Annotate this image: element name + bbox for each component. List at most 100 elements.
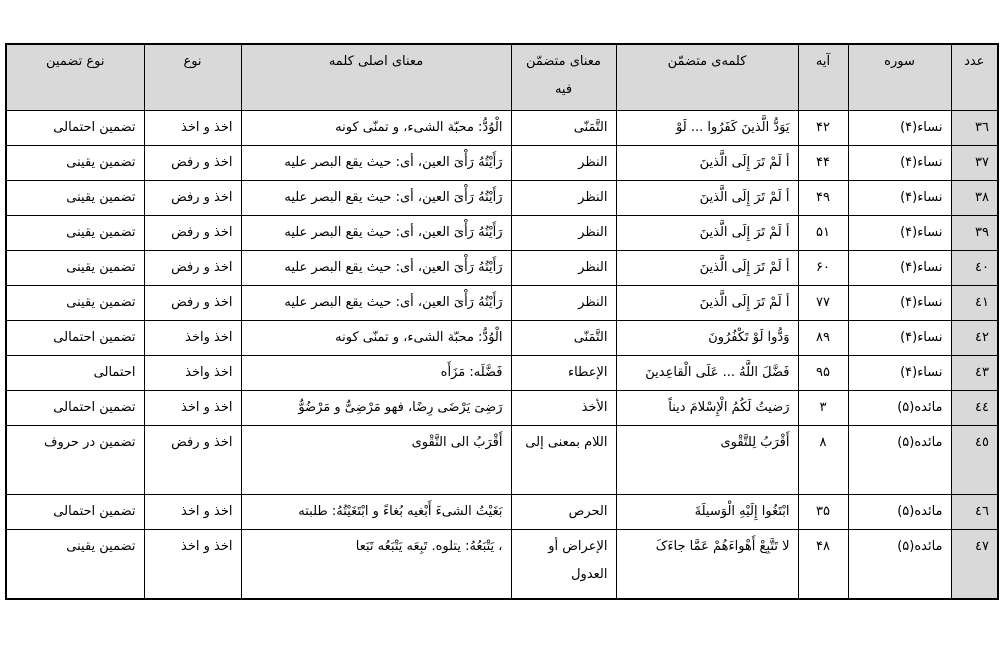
original-meaning-cell: ، یَتْبَعُهُ: یتلوه. تَبِعَه یَتْبَعُه ت… <box>240 529 512 599</box>
table-row: ٤٢ نساء(۴) ۸۹ وَدُّوا لَوْ تَکْفُرُونَ التَّ… <box>5 320 999 356</box>
word-cell: ابْتَغُوا إِلَیْهِ الْوَسیلَةَ <box>615 494 799 530</box>
table-row: ٣٨ نساء(۴) ۴۹ أ لَمْ تَرَ إِلَی الَّذینَ الن… <box>5 180 999 216</box>
original-meaning-cell: فَضَّلَه: مَزَأَه <box>240 355 512 391</box>
kind-cell: اخذ و اخذ <box>143 494 242 530</box>
original-meaning-cell: رَأَیْتُهُ رَأْیَ العین، أی: حیث یقع الب… <box>240 250 512 286</box>
number-cell: ٤٢ <box>950 320 999 356</box>
type-cell: تضمین در حروف <box>5 425 145 495</box>
header-row: عدد سوره آیه کلمه‌ی متضمّن معنای متضمّن … <box>5 43 999 111</box>
table-row: ٤٥ مائده(۵) ۸ أَقْرَبُ لِلتَّقْوی اللام بمعن… <box>5 425 999 495</box>
table-row: ٤٧ مائده(۵) ۴۸ لا تَتَّبِعْ أَهْواءَهُمْ عَ… <box>5 529 999 599</box>
ayah-cell: ۴۹ <box>797 180 849 216</box>
number-cell: ٤٣ <box>950 355 999 391</box>
type-cell: تضمین یقینی <box>5 250 145 286</box>
word-cell: أ لَمْ تَرَ إِلَی الَّذینَ <box>615 285 799 321</box>
number-cell: ٣٦ <box>950 110 999 146</box>
surah-cell: نساء(۴) <box>847 215 952 251</box>
word-cell: أَقْرَبُ لِلتَّقْوی <box>615 425 799 495</box>
original-meaning-cell: الْوُدُّ: محبّة الشیء، و تمنّی کونه <box>240 110 512 146</box>
header-type: نوع تضمین <box>5 43 145 111</box>
original-meaning-cell: رَأَیْتُهُ رَأْیَ العین، أی: حیث یقع الب… <box>240 285 512 321</box>
ayah-cell: ۷۷ <box>797 285 849 321</box>
table-row: ٤٣ نساء(۴) ۹۵ فَضَّلَ اللَّهُ ... عَلَی الْ… <box>5 355 999 391</box>
kind-cell: اخذ و اخذ <box>143 529 242 599</box>
meaning-in-cell: الإعراض أو العدول <box>510 529 617 599</box>
type-cell: تضمین یقینی <box>5 180 145 216</box>
header-original-meaning: معنای اصلی کلمه <box>240 43 512 111</box>
original-meaning-cell: أَقْرَبُ الی التَّقْوی <box>240 425 512 495</box>
ayah-cell: ۳۵ <box>797 494 849 530</box>
meaning-in-cell: اللام بمعنی إلی <box>510 425 617 495</box>
meaning-in-cell: التَّمَنّی <box>510 320 617 356</box>
word-cell: أ لَمْ تَرَ إِلَی الَّذینَ <box>615 145 799 181</box>
kind-cell: اخذ و رفض <box>143 425 242 495</box>
surah-cell: نساء(۴) <box>847 250 952 286</box>
original-meaning-cell: رَأَیْتُهُ رَأْیَ العین، أی: حیث یقع الب… <box>240 215 512 251</box>
header-ayah: آیه <box>797 43 849 111</box>
meaning-in-cell: النظر <box>510 180 617 216</box>
header-surah: سوره <box>847 43 952 111</box>
original-meaning-cell: بَغَیْتُ الشیءَ أَبْغیه بُغاءً و ابْتَغَ… <box>240 494 512 530</box>
type-cell: تضمین یقینی <box>5 145 145 181</box>
word-cell: وَدُّوا لَوْ تَکْفُرُونَ <box>615 320 799 356</box>
ayah-cell: ۴۸ <box>797 529 849 599</box>
table-row: ٤٠ نساء(۴) ۶۰ أ لَمْ تَرَ إِلَی الَّذینَ الن… <box>5 250 999 286</box>
meaning-in-cell: النظر <box>510 250 617 286</box>
meaning-in-cell: النظر <box>510 215 617 251</box>
meaning-in-cell: الأخذ <box>510 390 617 426</box>
word-cell: لا تَتَّبِعْ أَهْواءَهُمْ عَمَّا جاءَکَ <box>615 529 799 599</box>
type-cell: احتمالی <box>5 355 145 391</box>
word-cell: أ لَمْ تَرَ إِلَی الَّذینَ <box>615 180 799 216</box>
ayah-cell: ۳ <box>797 390 849 426</box>
kind-cell: اخذ واخذ <box>143 320 242 356</box>
word-cell: رَضیتُ لَکُمُ الْإِسْلامَ دیناً <box>615 390 799 426</box>
surah-cell: نساء(۴) <box>847 145 952 181</box>
number-cell: ٣٧ <box>950 145 999 181</box>
type-cell: تضمین احتمالی <box>5 494 145 530</box>
meaning-in-cell: التَّمَنّی <box>510 110 617 146</box>
original-meaning-cell: رَأَیْتُهُ رَأْیَ العین، أی: حیث یقع الب… <box>240 145 512 181</box>
table-row: ٤٤ مائده(۵) ۳ رَضیتُ لَکُمُ الْإِسْلامَ دین… <box>5 390 999 426</box>
word-cell: أ لَمْ تَرَ إِلَی الَّذینَ <box>615 215 799 251</box>
number-cell: ٤٤ <box>950 390 999 426</box>
surah-cell: مائده(۵) <box>847 529 952 599</box>
meaning-in-cell: النظر <box>510 145 617 181</box>
ayah-cell: ۸ <box>797 425 849 495</box>
type-cell: تضمین یقینی <box>5 215 145 251</box>
tadmin-table: عدد سوره آیه کلمه‌ی متضمّن معنای متضمّن … <box>5 43 999 600</box>
original-meaning-cell: رَضِیَ یَرْضَی رِضًا، فهو مَرْضِیٌّ و مَ… <box>240 390 512 426</box>
number-cell: ٤٠ <box>950 250 999 286</box>
type-cell: تضمین احتمالی <box>5 390 145 426</box>
number-cell: ٣٩ <box>950 215 999 251</box>
surah-cell: مائده(۵) <box>847 425 952 495</box>
number-cell: ٤١ <box>950 285 999 321</box>
type-cell: تضمین احتمالی <box>5 320 145 356</box>
meaning-in-cell: الإعطاء <box>510 355 617 391</box>
table-row: ٤٦ مائده(۵) ۳۵ ابْتَغُوا إِلَیْهِ الْوَسیلَ… <box>5 494 999 530</box>
kind-cell: اخذ و اخذ <box>143 390 242 426</box>
surah-cell: مائده(۵) <box>847 390 952 426</box>
header-meaning-in: معنای متضمّن فیه <box>510 43 617 111</box>
table-row: ٣٩ نساء(۴) ۵۱ أ لَمْ تَرَ إِلَی الَّذینَ الن… <box>5 215 999 251</box>
table-row: ٣٧ نساء(۴) ۴۴ أ لَمْ تَرَ إِلَی الَّذینَ الن… <box>5 145 999 181</box>
number-cell: ٣٨ <box>950 180 999 216</box>
number-cell: ٤٥ <box>950 425 999 495</box>
word-cell: أ لَمْ تَرَ إِلَی الَّذینَ <box>615 250 799 286</box>
surah-cell: نساء(۴) <box>847 110 952 146</box>
surah-cell: نساء(۴) <box>847 180 952 216</box>
word-cell: فَضَّلَ اللَّهُ ... عَلَی الْقاعِدینَ <box>615 355 799 391</box>
header-kind: نوع <box>143 43 242 111</box>
surah-cell: نساء(۴) <box>847 320 952 356</box>
type-cell: تضمین یقینی <box>5 285 145 321</box>
surah-cell: نساء(۴) <box>847 285 952 321</box>
ayah-cell: ۴۴ <box>797 145 849 181</box>
header-word: کلمه‌ی متضمّن <box>615 43 799 111</box>
kind-cell: اخذ و اخذ <box>143 110 242 146</box>
surah-cell: نساء(۴) <box>847 355 952 391</box>
number-cell: ٤٦ <box>950 494 999 530</box>
original-meaning-cell: رَأَیْتُهُ رَأْیَ العین، أی: حیث یقع الب… <box>240 180 512 216</box>
header-number: عدد <box>950 43 999 111</box>
table-row: ٤١ نساء(۴) ۷۷ أ لَمْ تَرَ إِلَی الَّذینَ الن… <box>5 285 999 321</box>
ayah-cell: ۶۰ <box>797 250 849 286</box>
kind-cell: اخذ و رفض <box>143 215 242 251</box>
